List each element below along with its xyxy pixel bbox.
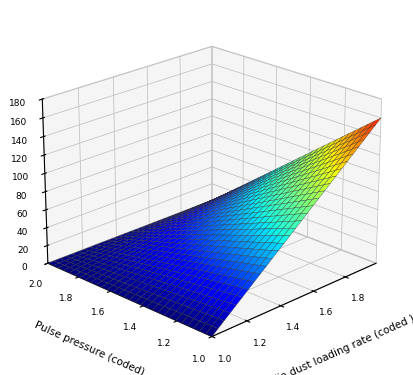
Y-axis label: Pulse pressure (coded): Pulse pressure (coded): [33, 320, 145, 375]
X-axis label: Media dust loading rate (coded ): Media dust loading rate (coded ): [257, 313, 413, 375]
